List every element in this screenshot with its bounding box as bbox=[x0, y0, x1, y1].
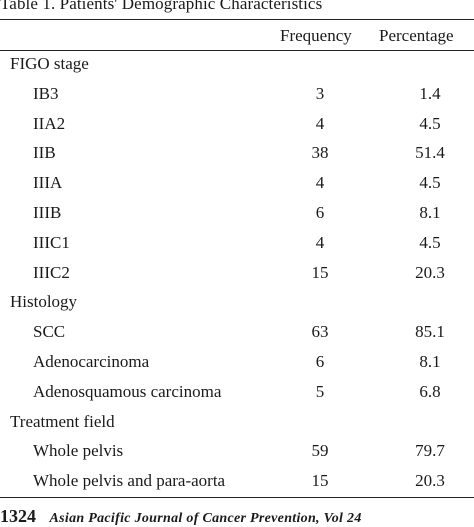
frequency-cell: 5 bbox=[315, 381, 325, 401]
percentage-cell: 79.7 bbox=[415, 441, 445, 461]
percentage-cell: 1.4 bbox=[419, 83, 441, 103]
percentage-cell: 4.5 bbox=[419, 173, 441, 193]
frequency-cell: 4 bbox=[315, 232, 325, 252]
frequency-cell: 38 bbox=[311, 143, 329, 163]
section-heading-label: FIGO stage bbox=[10, 54, 89, 73]
column-header-percentage: Percentage bbox=[379, 26, 454, 45]
frequency-cell: 63 bbox=[311, 322, 329, 342]
table-row: IIB 38 51.4 bbox=[0, 139, 474, 169]
table-row: SCC 63 85.1 bbox=[0, 318, 474, 348]
row-label: IIIC1 bbox=[33, 232, 70, 252]
percentage-cell: 20.3 bbox=[415, 262, 445, 282]
frequency-cell: 59 bbox=[311, 441, 329, 461]
column-header-frequency: Frequency bbox=[280, 26, 352, 45]
table-row: Whole pelvis 59 79.7 bbox=[0, 437, 474, 467]
frequency-cell: 6 bbox=[315, 352, 325, 371]
top-rule bbox=[0, 19, 474, 20]
frequency-cell: 6 bbox=[315, 203, 325, 222]
table-row: IIA2 4 4.5 bbox=[0, 110, 474, 140]
frequency-cell: 3 bbox=[315, 83, 325, 103]
row-label: Adenocarcinoma bbox=[33, 352, 150, 371]
section-heading: Treatment field bbox=[0, 408, 474, 438]
page-number: 1324 bbox=[0, 506, 36, 526]
percentage-cell: 6.8 bbox=[419, 381, 441, 401]
row-label: IIB bbox=[33, 143, 56, 163]
table-row: Whole pelvis and para-aorta 15 20.3 bbox=[0, 467, 474, 497]
percentage-cell: 8.1 bbox=[419, 352, 441, 371]
table-row: IIIC1 4 4.5 bbox=[0, 229, 474, 259]
frequency-cell: 4 bbox=[315, 113, 325, 133]
percentage-cell: 4.5 bbox=[419, 232, 441, 252]
header-rule bbox=[0, 50, 474, 51]
table-row: Adenosquamous carcinoma 5 6.8 bbox=[0, 378, 474, 408]
row-label: IB3 bbox=[33, 83, 59, 103]
table-row: Adenocarcinoma 6 8.1 bbox=[0, 348, 474, 378]
table-row: IIIC2 15 20.3 bbox=[0, 259, 474, 289]
percentage-cell: 8.1 bbox=[419, 203, 441, 222]
row-label: IIIA bbox=[33, 173, 63, 193]
percentage-cell: 85.1 bbox=[415, 322, 445, 342]
percentage-cell: 20.3 bbox=[415, 471, 445, 491]
table-row: IIIB 6 8.1 bbox=[0, 199, 474, 229]
section-heading: FIGO stage bbox=[0, 50, 474, 80]
row-label: IIIC2 bbox=[33, 262, 70, 282]
page-footer: 1324 Asian Pacific Journal of Cancer Pre… bbox=[0, 506, 362, 527]
row-label: IIA2 bbox=[33, 113, 66, 133]
section-heading-label: Histology bbox=[10, 292, 78, 312]
percentage-cell: 4.5 bbox=[419, 113, 441, 133]
frequency-cell: 15 bbox=[311, 262, 329, 282]
section-heading: Histology bbox=[0, 288, 474, 318]
row-label: IIIB bbox=[33, 203, 62, 222]
frequency-cell: 15 bbox=[311, 471, 329, 491]
percentage-cell: 51.4 bbox=[415, 143, 445, 163]
section-heading-label: Treatment field bbox=[10, 411, 115, 431]
table-row: IB3 3 1.4 bbox=[0, 80, 474, 110]
journal-name: Asian Pacific Journal of Cancer Preventi… bbox=[49, 511, 362, 526]
table-title: Table 1. Patients' Demographic Character… bbox=[0, 0, 323, 13]
bottom-rule bbox=[0, 497, 474, 498]
row-label: Whole pelvis and para-aorta bbox=[33, 471, 226, 491]
table-row: IIIA 4 4.5 bbox=[0, 169, 474, 199]
frequency-cell: 4 bbox=[315, 173, 325, 193]
row-label: Whole pelvis bbox=[33, 441, 124, 461]
row-label: Adenosquamous carcinoma bbox=[33, 381, 222, 401]
row-label: SCC bbox=[33, 322, 66, 342]
